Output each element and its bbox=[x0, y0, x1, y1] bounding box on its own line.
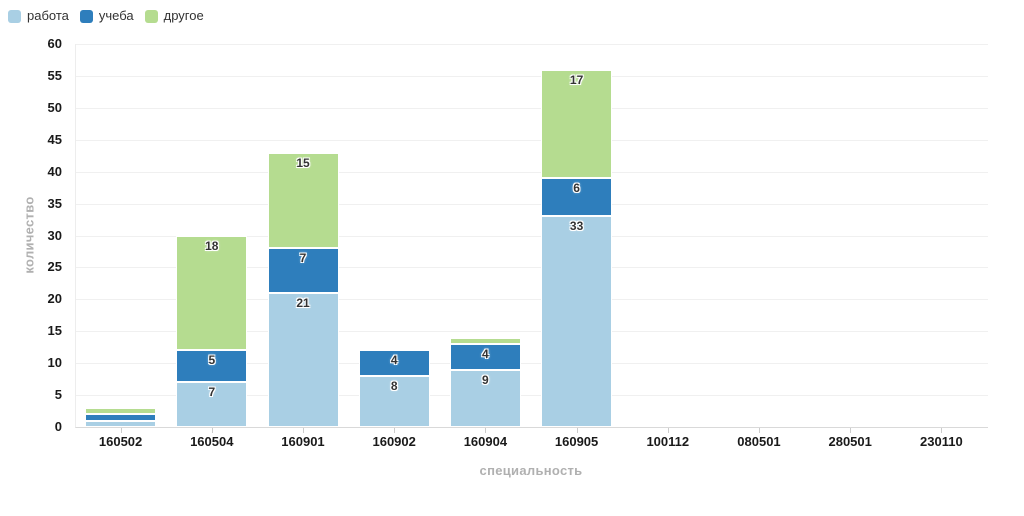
legend-item-3[interactable]: другое bbox=[144, 8, 204, 23]
bar-segment-160905-работа[interactable] bbox=[541, 216, 613, 427]
y-tick-label: 25 bbox=[47, 259, 62, 275]
legend-item-1[interactable]: работа bbox=[8, 9, 69, 23]
x-tick-label: 160904 bbox=[463, 434, 508, 449]
y-tick-label: 0 bbox=[54, 419, 62, 434]
bar-segment-160904-другое[interactable] bbox=[449, 337, 521, 344]
y-tick-label: 15 bbox=[47, 323, 62, 339]
x-tick-mark bbox=[394, 428, 396, 433]
legend-label: работа bbox=[27, 8, 69, 23]
x-tick-label: 100112 bbox=[646, 434, 690, 449]
bar-value-label: 21 bbox=[296, 295, 310, 310]
gridline bbox=[76, 107, 988, 109]
bar-value-label: 6 bbox=[573, 181, 580, 196]
gridline bbox=[76, 75, 988, 77]
x-tick-mark bbox=[667, 428, 669, 433]
x-tick-label: 160905 bbox=[554, 434, 599, 449]
legend-swatch bbox=[144, 9, 158, 23]
x-tick-mark bbox=[120, 428, 122, 433]
y-tick-label: 5 bbox=[54, 387, 62, 403]
x-axis-title: специальность bbox=[479, 463, 583, 478]
gridline bbox=[76, 363, 988, 365]
x-tick-mark bbox=[941, 428, 943, 433]
x-tick-label: 280501 bbox=[828, 434, 872, 449]
gridline bbox=[76, 203, 988, 205]
bar-value-label: 5 bbox=[208, 353, 216, 368]
y-tick-label: 20 bbox=[47, 291, 62, 307]
bar-value-label: 9 bbox=[482, 372, 489, 387]
bar-segment-160902-учеба[interactable] bbox=[358, 350, 430, 376]
bar-segment-160504-другое[interactable] bbox=[176, 235, 248, 351]
x-tick-label: 230110 bbox=[920, 434, 963, 449]
bar-value-label: 4 bbox=[482, 347, 489, 362]
bar-value-label: 15 bbox=[296, 155, 310, 170]
x-tick-mark bbox=[850, 428, 852, 433]
bar-value-label: 7 bbox=[299, 251, 307, 266]
gridline bbox=[76, 331, 988, 333]
y-tick-label: 30 bbox=[47, 227, 62, 243]
x-tick-label: 160902 bbox=[372, 434, 416, 449]
plot-area bbox=[75, 44, 988, 428]
x-tick-mark bbox=[211, 428, 213, 433]
bar-value-label: 18 bbox=[205, 238, 219, 253]
bar-segment-160904-работа[interactable] bbox=[449, 369, 521, 427]
bar-value-label: 8 bbox=[390, 378, 398, 393]
bar-segment-160902-работа[interactable] bbox=[358, 375, 430, 427]
legend-label: другое bbox=[163, 8, 204, 23]
y-tick-label: 10 bbox=[47, 355, 62, 371]
x-tick-label: 160502 bbox=[98, 434, 143, 449]
bar-value-label: 33 bbox=[569, 219, 584, 234]
legend-label: учеба bbox=[98, 8, 134, 23]
legend-swatch bbox=[79, 9, 93, 23]
bar-segment-160905-другое[interactable] bbox=[541, 69, 613, 179]
x-tick-label: 160504 bbox=[190, 434, 234, 449]
gridline bbox=[76, 139, 988, 141]
gridline bbox=[76, 395, 988, 397]
bar-segment-160904-учеба[interactable] bbox=[449, 344, 521, 370]
y-tick-label: 35 bbox=[47, 195, 62, 211]
gridline bbox=[76, 44, 988, 45]
y-tick-label: 60 bbox=[47, 36, 62, 51]
legend: работа учеба другое bbox=[8, 9, 215, 23]
bar-segment-160502-другое[interactable] bbox=[85, 407, 157, 415]
x-tick-label: 160901 bbox=[281, 434, 325, 449]
x-tick-mark bbox=[303, 428, 304, 433]
bar-segment-160502-работа[interactable] bbox=[85, 420, 157, 427]
bar-value-label: 17 bbox=[569, 72, 584, 87]
bar-segment-160504-работа[interactable] bbox=[176, 382, 248, 427]
bar-value-label: 4 bbox=[390, 353, 398, 368]
x-tick-mark bbox=[485, 428, 487, 433]
y-tick-label: 45 bbox=[47, 131, 62, 147]
bar-segment-160901-работа[interactable] bbox=[267, 292, 339, 427]
gridline bbox=[76, 235, 988, 237]
y-tick-label: 40 bbox=[47, 163, 62, 179]
bar-segment-160905-учеба[interactable] bbox=[541, 178, 613, 217]
gridline bbox=[76, 171, 988, 173]
bar-segment-160901-учеба[interactable] bbox=[267, 248, 339, 293]
bar-segment-160502-учеба[interactable] bbox=[85, 414, 157, 421]
gridline bbox=[76, 267, 988, 269]
legend-item-2[interactable]: учеба bbox=[79, 8, 134, 23]
bar-segment-160504-учеба[interactable] bbox=[176, 350, 248, 383]
bar-value-label: 7 bbox=[208, 385, 216, 400]
gridline bbox=[76, 299, 988, 301]
y-tick-label: 50 bbox=[47, 99, 62, 115]
x-tick-label: 080501 bbox=[737, 434, 781, 449]
y-tick-label: 55 bbox=[47, 67, 62, 83]
legend-swatch bbox=[8, 9, 21, 23]
bar-segment-160901-другое[interactable] bbox=[267, 152, 339, 249]
x-tick-mark bbox=[576, 428, 578, 433]
x-tick-mark bbox=[759, 428, 760, 433]
